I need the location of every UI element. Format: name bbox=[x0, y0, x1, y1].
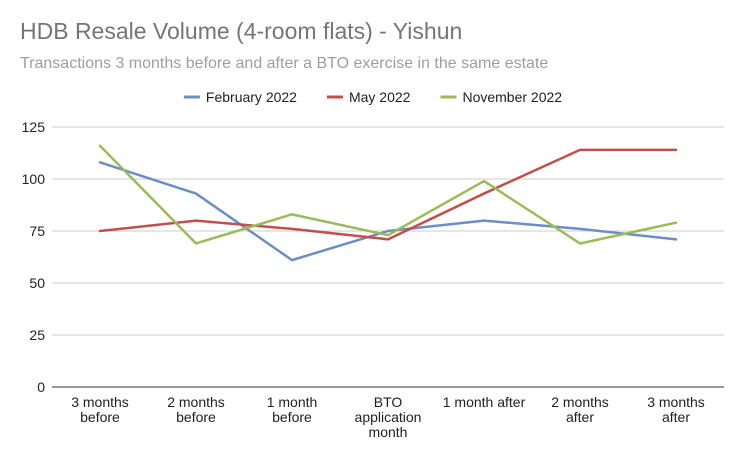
x-tick-label-line: after bbox=[566, 409, 594, 425]
y-tick-label: 0 bbox=[37, 379, 45, 395]
x-tick-label-line: 2 months bbox=[167, 394, 225, 410]
x-tick-label-line: 1 month after bbox=[443, 394, 526, 410]
x-tick-label: 1 month after bbox=[443, 394, 526, 410]
chart-title: HDB Resale Volume (4-room flats) - Yishu… bbox=[20, 18, 463, 44]
x-tick-label-line: 3 months bbox=[647, 394, 705, 410]
series-line-0 bbox=[98, 161, 678, 262]
series-lines bbox=[98, 144, 678, 262]
gridlines bbox=[52, 126, 724, 388]
legend-label: May 2022 bbox=[349, 89, 411, 105]
y-tick-label: 50 bbox=[29, 275, 45, 291]
x-tick-label-line: 3 months bbox=[71, 394, 129, 410]
x-tick-label-line: before bbox=[80, 409, 120, 425]
y-tick-label: 125 bbox=[22, 119, 46, 135]
x-tick-label-line: 1 month bbox=[267, 394, 318, 410]
x-tick-label-line: before bbox=[176, 409, 216, 425]
series-line-1 bbox=[98, 148, 678, 241]
x-tick-label: 3 months before bbox=[71, 394, 129, 425]
x-tick-label-line: BTO bbox=[374, 394, 403, 410]
y-tick-label: 100 bbox=[22, 171, 46, 187]
x-tick-label-line: month bbox=[369, 424, 408, 440]
x-tick-label: 2 months before bbox=[167, 394, 225, 425]
legend: February 2022 May 2022 November 2022 bbox=[183, 89, 562, 105]
x-tick-label-line: application bbox=[355, 409, 422, 425]
y-tick-label: 75 bbox=[29, 223, 45, 239]
x-tick-label: BTO application month bbox=[355, 394, 422, 440]
x-tick-label-line: before bbox=[272, 409, 312, 425]
x-tick-label-line: 2 months bbox=[551, 394, 609, 410]
legend-label: November 2022 bbox=[462, 89, 562, 105]
chart-subtitle: Transactions 3 months before and after a… bbox=[20, 55, 549, 72]
x-tick-label: 2 months after bbox=[551, 394, 609, 425]
x-tick-label: 1 month before bbox=[267, 394, 318, 425]
y-tick-label: 25 bbox=[29, 327, 45, 343]
x-tick-label-line: after bbox=[662, 409, 690, 425]
legend-label: February 2022 bbox=[206, 89, 297, 105]
x-tick-label: 3 months after bbox=[647, 394, 705, 425]
